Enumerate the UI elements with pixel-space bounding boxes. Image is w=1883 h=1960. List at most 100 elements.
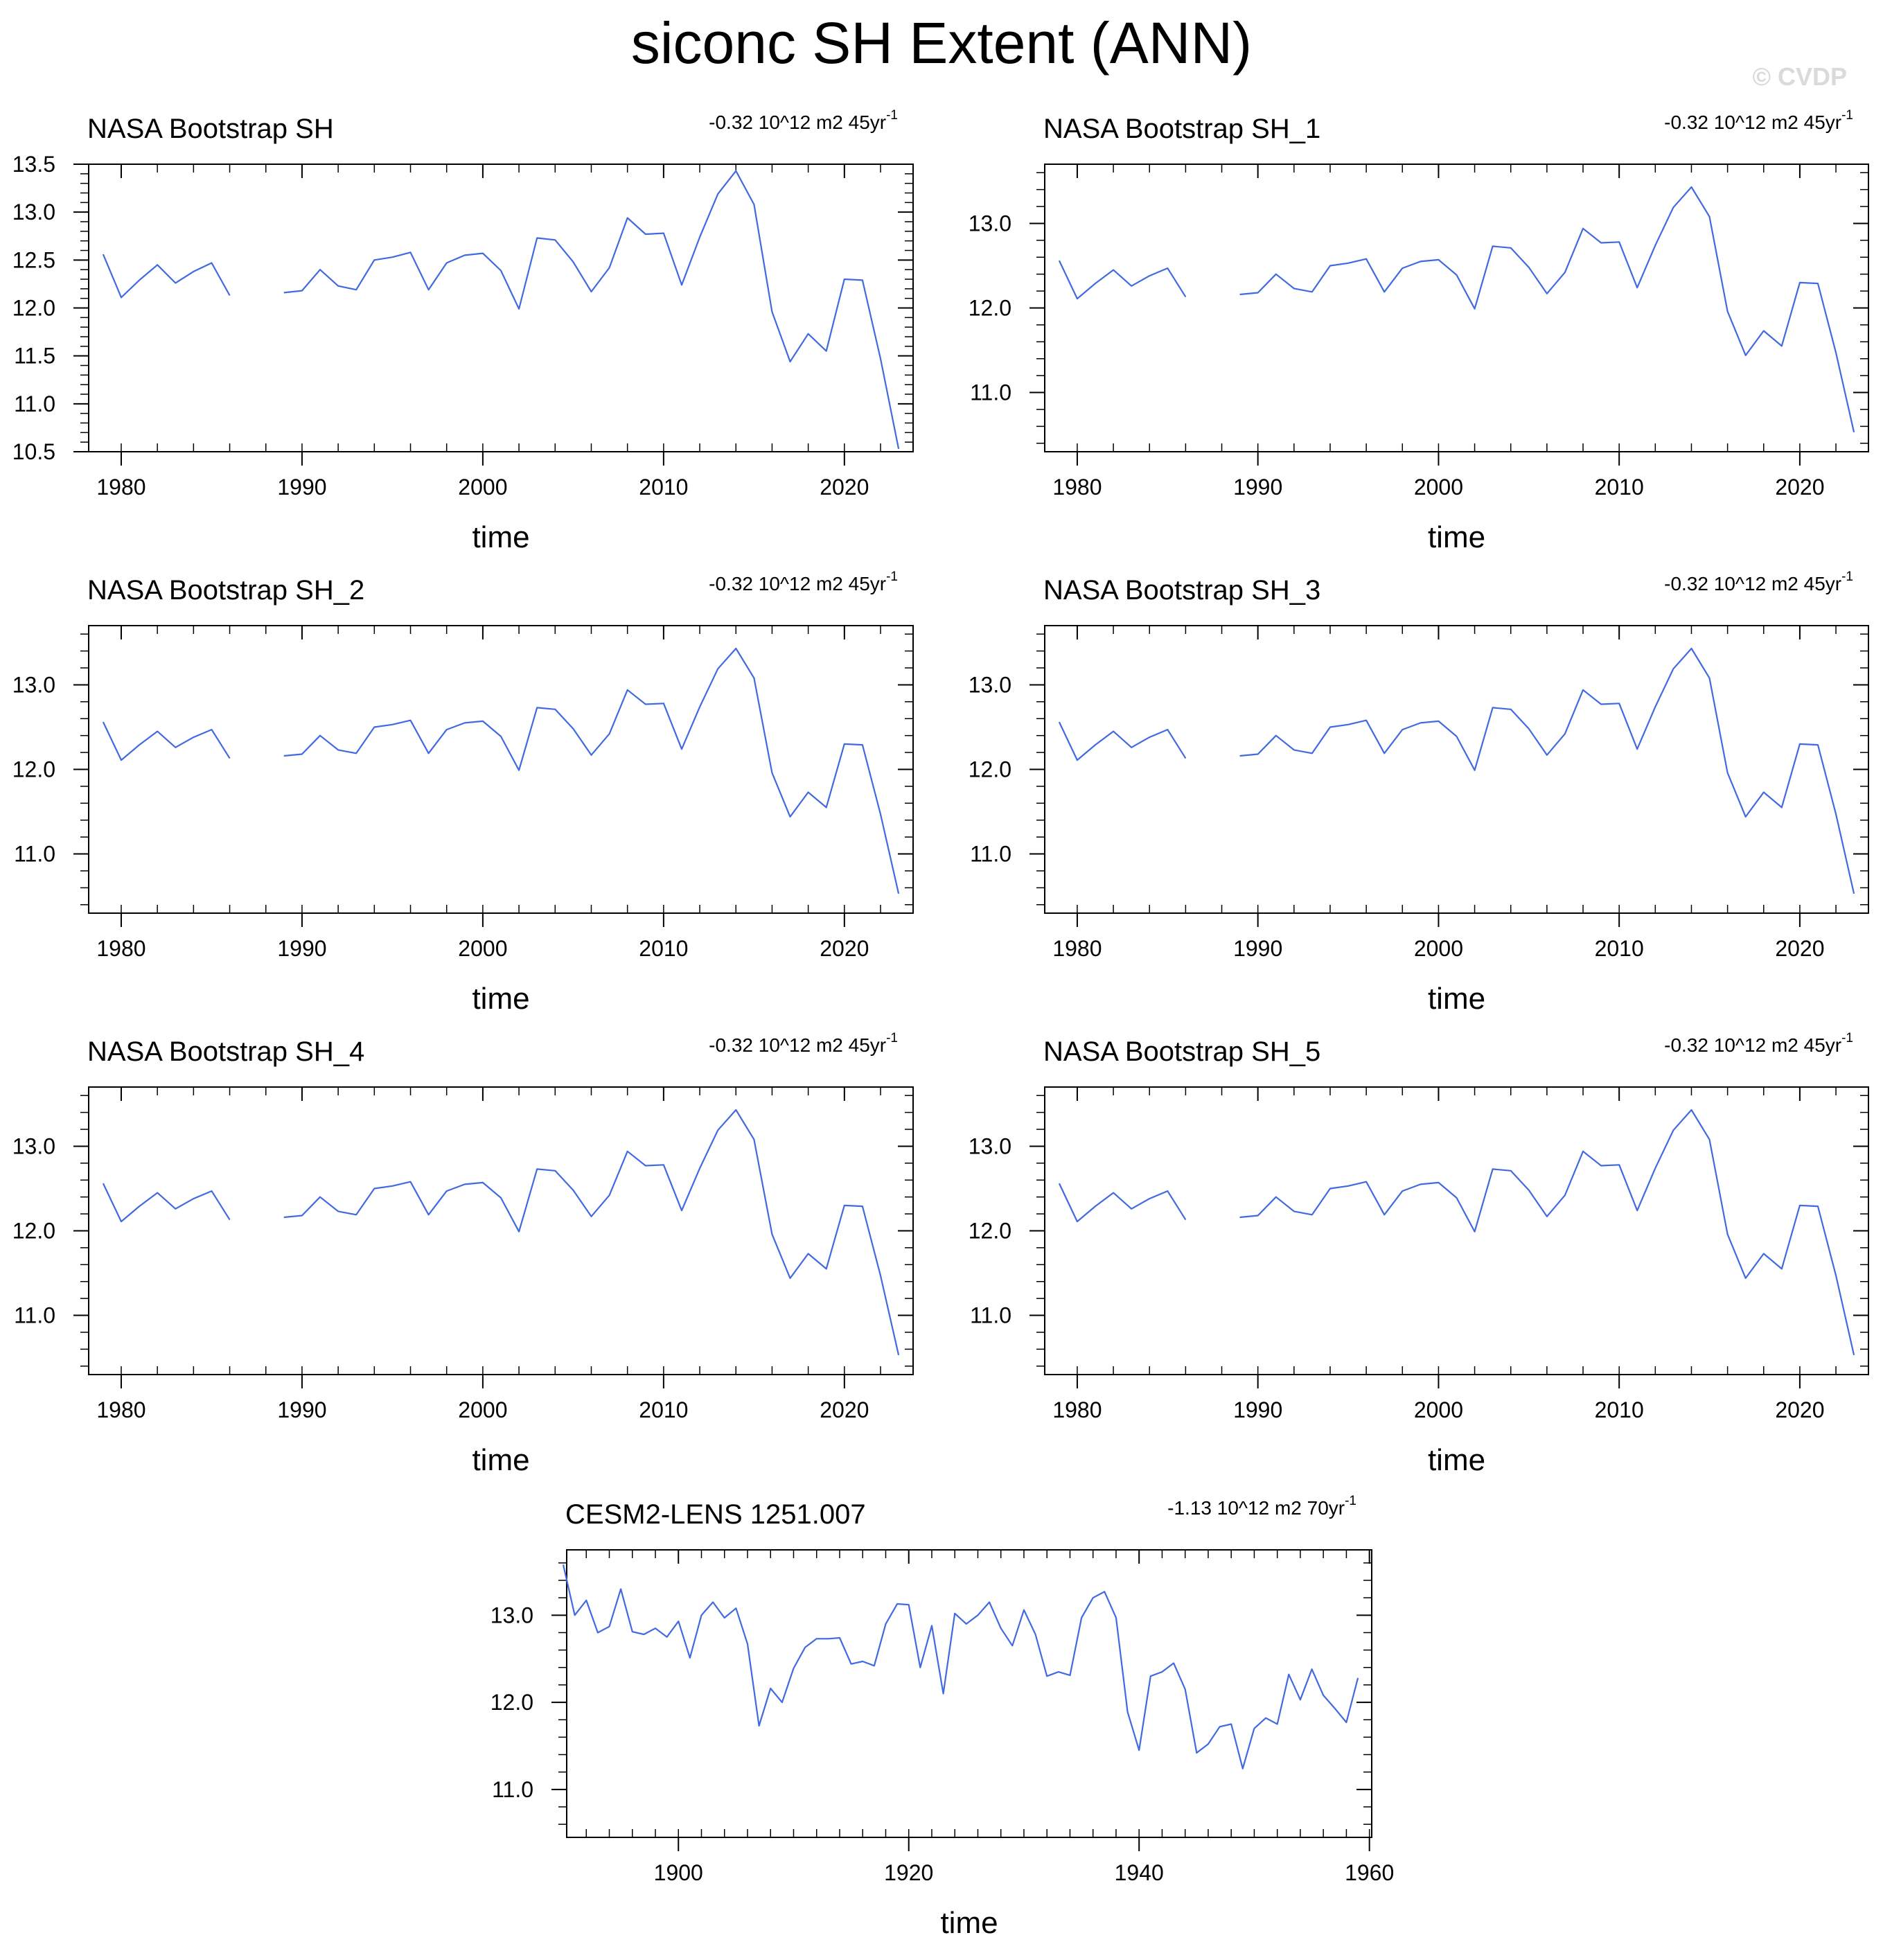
x-tick-label: 2010: [639, 936, 688, 961]
y-tick-label: 12.0: [12, 757, 55, 782]
x-tick-label: 1920: [884, 1860, 933, 1885]
y-tick-label: 11.0: [970, 842, 1011, 867]
trend-annotation: -0.32 10^12 m2 45yr-1: [1664, 108, 1853, 133]
x-tick-label: 2020: [820, 936, 869, 961]
x-tick-label: 2020: [1775, 475, 1824, 500]
trend-text: -0.32 10^12 m2 45yr: [709, 573, 886, 594]
y-tick-label: 12.0: [969, 1219, 1011, 1244]
series-line: [1058, 647, 1855, 894]
x-tick-label: 1900: [654, 1860, 703, 1885]
trend-exponent: -1: [1841, 570, 1853, 584]
y-tick-label: 13.0: [12, 1133, 55, 1158]
y-tick-label: 11.0: [970, 1303, 1011, 1328]
watermark: © CVDP: [1752, 62, 1847, 91]
trend-text: -0.32 10^12 m2 45yr: [709, 1034, 886, 1056]
panel-title: NASA Bootstrap SH: [87, 114, 334, 144]
series-line: [102, 170, 900, 450]
x-tick-label: 1990: [1233, 936, 1282, 961]
x-tick-label: 1980: [96, 475, 145, 500]
panel-0: 1980 1990 2000 2010 2020 10.5 11.0 11.5 12.0 12.5…: [12, 108, 914, 554]
y-tick-label: 12.5: [12, 247, 55, 272]
trend-annotation: -0.32 10^12 m2 45yr-1: [1664, 570, 1853, 594]
panel-4: 1980 1990 2000 2010 2020 11.0 12.0 13.0 NASA Boo…: [12, 1031, 914, 1477]
x-tick-label: 1990: [277, 475, 326, 500]
x-tick-label: 2010: [639, 1397, 688, 1422]
y-tick-label: 13.0: [969, 672, 1011, 697]
trend-exponent: -1: [886, 108, 898, 123]
plot-frame: [566, 1549, 1372, 1838]
y-tick-label: 11.0: [492, 1777, 533, 1802]
trend-annotation: -0.32 10^12 m2 45yr-1: [709, 570, 898, 594]
series-line: [562, 1564, 1359, 1769]
x-tick-label: 1990: [1233, 1397, 1282, 1422]
x-tick-label: 2000: [1414, 936, 1463, 961]
panel-5: 1980 1990 2000 2010 2020 11.0 12.0 13.0 NASA Boo…: [969, 1031, 1869, 1477]
x-tick-label: 1960: [1345, 1860, 1394, 1885]
trend-exponent: -1: [1841, 108, 1853, 123]
x-tick-label: 2010: [639, 475, 688, 500]
y-tick-label: 12.0: [969, 296, 1011, 321]
x-axis-label: time: [472, 1443, 529, 1477]
y-tick-label: 13.5: [12, 152, 55, 177]
x-tick-label: 2000: [1414, 1397, 1463, 1422]
series-line: [102, 1109, 900, 1356]
x-tick-label: 1940: [1115, 1860, 1164, 1885]
panel-title: NASA Bootstrap SH_3: [1043, 575, 1320, 606]
y-tick-label: 13.0: [12, 200, 55, 224]
panel-6: 1900 1920 1940 1960 11.0 12.0 13.0 CESM2-LENS 1…: [490, 1494, 1395, 1940]
plot-frame: [1044, 625, 1869, 914]
panel-title: NASA Bootstrap SH_5: [1043, 1036, 1320, 1067]
x-tick-label: 1980: [1052, 1397, 1102, 1422]
x-axis-label: time: [472, 520, 529, 554]
y-tick-label: 11.0: [14, 391, 55, 416]
panel-title: NASA Bootstrap SH_1: [1043, 114, 1320, 144]
x-axis-label: time: [940, 1906, 998, 1940]
x-tick-label: 2000: [458, 936, 507, 961]
y-tick-label: 11.0: [14, 1303, 55, 1328]
trend-exponent: -1: [886, 1031, 898, 1045]
page-title: siconc SH Extent (ANN): [630, 10, 1253, 76]
x-tick-label: 1980: [1052, 475, 1102, 500]
series-line: [1058, 1109, 1855, 1356]
x-tick-label: 2020: [1775, 936, 1824, 961]
y-tick-label: 11.5: [14, 344, 55, 369]
y-tick-label: 12.0: [490, 1690, 533, 1715]
trend-annotation: -0.32 10^12 m2 45yr-1: [709, 1031, 898, 1056]
x-axis-label: time: [472, 982, 529, 1016]
y-tick-label: 12.0: [12, 296, 55, 321]
x-axis-label: time: [1428, 520, 1485, 554]
trend-annotation: -0.32 10^12 m2 45yr-1: [709, 108, 898, 133]
series-line: [1058, 186, 1855, 433]
x-tick-label: 2020: [820, 1397, 869, 1422]
x-tick-label: 2000: [458, 1397, 507, 1422]
y-tick-label: 13.0: [969, 211, 1011, 236]
panel-3: 1980 1990 2000 2010 2020 11.0 12.0 13.0 NASA Boo…: [969, 570, 1869, 1016]
trend-text: -0.32 10^12 m2 45yr: [1664, 112, 1841, 133]
trend-text: -1.13 10^12 m2 70yr: [1167, 1497, 1345, 1519]
x-tick-label: 1990: [277, 936, 326, 961]
y-tick-label: 13.0: [490, 1603, 533, 1627]
plot-frame: [88, 1086, 914, 1375]
trend-text: -0.32 10^12 m2 45yr: [1664, 1034, 1841, 1056]
x-tick-label: 2020: [820, 475, 869, 500]
y-tick-label: 11.0: [970, 380, 1011, 405]
x-tick-label: 2020: [1775, 1397, 1824, 1422]
plot-frame: [88, 164, 914, 452]
plot-frame: [1044, 1086, 1869, 1375]
y-tick-label: 12.0: [12, 1219, 55, 1244]
x-tick-label: 1980: [96, 1397, 145, 1422]
plot-frame: [88, 625, 914, 914]
trend-annotation: -0.32 10^12 m2 45yr-1: [1664, 1031, 1853, 1056]
x-tick-label: 2010: [1595, 475, 1644, 500]
x-tick-label: 2000: [458, 475, 507, 500]
x-axis-label: time: [1428, 1443, 1485, 1477]
x-tick-label: 1980: [96, 936, 145, 961]
x-tick-label: 1990: [277, 1397, 326, 1422]
trend-exponent: -1: [1345, 1494, 1356, 1508]
plot-frame: [1044, 164, 1869, 452]
panel-1: 1980 1990 2000 2010 2020 11.0 12.0 13.0 NASA Boo…: [969, 108, 1869, 554]
panel-title: CESM2-LENS 1251.007: [565, 1499, 866, 1530]
x-tick-label: 1990: [1233, 475, 1282, 500]
x-axis-label: time: [1428, 982, 1485, 1016]
